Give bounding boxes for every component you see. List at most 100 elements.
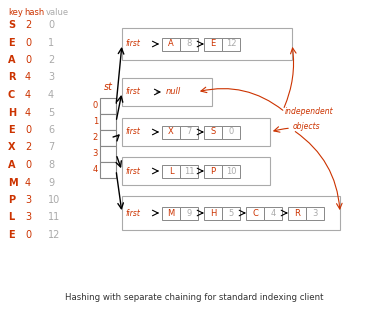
- Text: 4: 4: [93, 166, 98, 174]
- Text: 1: 1: [93, 118, 98, 126]
- Text: first: first: [125, 167, 140, 175]
- Text: 8: 8: [48, 160, 54, 170]
- Text: 2: 2: [25, 20, 31, 30]
- Text: E: E: [8, 230, 15, 240]
- Bar: [100, 98, 116, 114]
- Text: key: key: [8, 8, 23, 17]
- Bar: [100, 130, 116, 146]
- Text: 3: 3: [25, 195, 31, 205]
- Bar: [204, 206, 222, 220]
- Text: 10: 10: [226, 167, 236, 175]
- Bar: [180, 165, 198, 178]
- Text: L: L: [8, 212, 14, 222]
- Text: A: A: [8, 160, 16, 170]
- Text: M: M: [8, 178, 17, 187]
- Text: st: st: [104, 82, 113, 92]
- Bar: [222, 165, 240, 178]
- Text: P: P: [210, 167, 216, 175]
- Text: 7: 7: [186, 127, 192, 137]
- Text: 1: 1: [48, 38, 54, 47]
- Text: 12: 12: [48, 230, 61, 240]
- Text: 0: 0: [25, 230, 31, 240]
- Text: 4: 4: [25, 178, 31, 187]
- Text: S: S: [210, 127, 216, 137]
- Bar: [180, 206, 198, 220]
- Text: S: S: [8, 20, 15, 30]
- Text: 4: 4: [25, 72, 31, 82]
- Text: 5: 5: [48, 107, 54, 118]
- Bar: [122, 157, 270, 185]
- Text: 2: 2: [48, 55, 54, 65]
- Text: 0: 0: [93, 101, 98, 111]
- Text: A: A: [168, 40, 174, 48]
- Bar: [204, 165, 222, 178]
- Bar: [100, 146, 116, 162]
- Text: E: E: [210, 40, 216, 48]
- Bar: [288, 206, 306, 220]
- Text: 0: 0: [229, 127, 234, 137]
- Text: 0: 0: [25, 160, 31, 170]
- Text: 0: 0: [48, 20, 54, 30]
- Text: 9: 9: [186, 209, 192, 217]
- Bar: [222, 125, 240, 138]
- Text: 12: 12: [226, 40, 236, 48]
- Bar: [222, 206, 240, 220]
- Text: hash: hash: [24, 8, 44, 17]
- Bar: [122, 28, 292, 60]
- Text: first: first: [125, 127, 140, 137]
- Text: 3: 3: [93, 149, 98, 159]
- Text: 0: 0: [25, 55, 31, 65]
- Text: independent: independent: [285, 107, 334, 116]
- Text: H: H: [8, 107, 16, 118]
- Text: 0: 0: [25, 38, 31, 47]
- Text: Hashing with separate chaining for standard indexing client: Hashing with separate chaining for stand…: [65, 293, 323, 302]
- Bar: [180, 38, 198, 51]
- Text: 11: 11: [48, 212, 60, 222]
- Text: X: X: [168, 127, 174, 137]
- Text: R: R: [294, 209, 300, 217]
- Text: H: H: [210, 209, 216, 217]
- Bar: [162, 206, 180, 220]
- Bar: [204, 125, 222, 138]
- Text: 3: 3: [312, 209, 318, 217]
- Text: 2: 2: [93, 133, 98, 143]
- Text: value: value: [46, 8, 69, 17]
- Bar: [162, 165, 180, 178]
- Text: 7: 7: [48, 143, 54, 153]
- Bar: [204, 38, 222, 51]
- Text: P: P: [8, 195, 15, 205]
- Bar: [122, 78, 212, 106]
- Bar: [100, 162, 116, 178]
- Text: 2: 2: [25, 143, 31, 153]
- Bar: [100, 114, 116, 130]
- Bar: [162, 125, 180, 138]
- Bar: [162, 38, 180, 51]
- Text: L: L: [169, 167, 173, 175]
- Text: first: first: [125, 209, 140, 217]
- Bar: [246, 206, 264, 220]
- Bar: [222, 38, 240, 51]
- Text: 6: 6: [48, 125, 54, 135]
- Text: 4: 4: [270, 209, 275, 217]
- Text: 4: 4: [48, 90, 54, 100]
- Text: E: E: [8, 125, 15, 135]
- Bar: [264, 206, 282, 220]
- Bar: [306, 206, 324, 220]
- Text: null: null: [166, 88, 181, 96]
- Text: E: E: [8, 38, 15, 47]
- Text: 11: 11: [184, 167, 194, 175]
- Bar: [122, 118, 270, 146]
- Text: C: C: [8, 90, 15, 100]
- Text: R: R: [8, 72, 16, 82]
- Text: C: C: [252, 209, 258, 217]
- Text: M: M: [167, 209, 175, 217]
- Text: X: X: [8, 143, 16, 153]
- Text: 3: 3: [48, 72, 54, 82]
- Text: objects: objects: [293, 122, 320, 131]
- Text: 4: 4: [25, 107, 31, 118]
- Text: 0: 0: [25, 125, 31, 135]
- Bar: [122, 196, 340, 230]
- Text: 3: 3: [25, 212, 31, 222]
- Text: 10: 10: [48, 195, 60, 205]
- Text: first: first: [125, 88, 140, 96]
